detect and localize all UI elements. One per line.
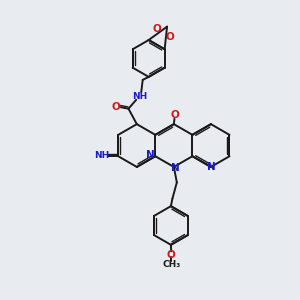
Text: CH₃: CH₃ <box>162 260 180 269</box>
Text: O: O <box>165 32 174 42</box>
Text: N: N <box>207 162 216 172</box>
Text: O: O <box>167 250 176 260</box>
Text: O: O <box>112 102 121 112</box>
Text: N: N <box>146 150 155 160</box>
Text: O: O <box>170 110 179 120</box>
Text: O: O <box>153 24 162 34</box>
Text: NH: NH <box>132 92 147 101</box>
Text: NH: NH <box>94 151 110 160</box>
Text: N: N <box>171 163 179 172</box>
